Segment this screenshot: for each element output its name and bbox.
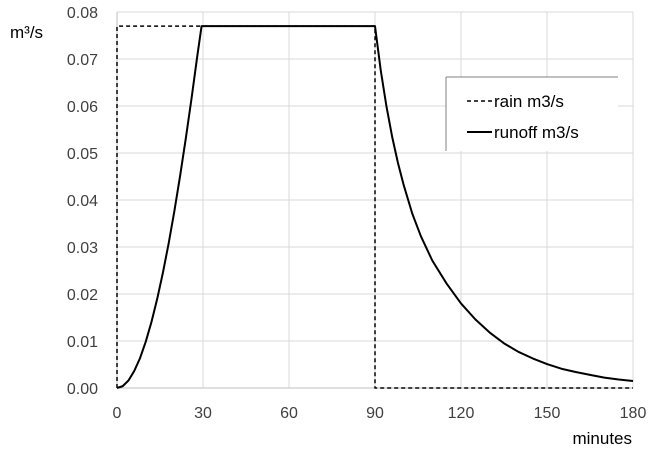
legend-label-runoff: runoff m3/s <box>494 123 579 142</box>
y-tick-label: 0.06 <box>67 99 98 116</box>
y-tick-label: 0.05 <box>67 146 98 163</box>
series-line-runoff <box>116 25 634 389</box>
y-tick-labels: 0.00 0.01 0.02 0.03 0.04 0.05 0.06 0.07 0.08 <box>67 5 98 398</box>
y-tick-label: 0.00 <box>67 381 98 398</box>
legend-box <box>446 77 618 151</box>
x-tick-label: 30 <box>194 405 212 422</box>
x-tick-label: 180 <box>620 405 647 422</box>
x-tick-label: 0 <box>113 405 122 422</box>
series-group <box>116 25 634 389</box>
y-tick-label: 0.08 <box>67 5 98 22</box>
x-tick-label: 120 <box>448 405 475 422</box>
legend-label-rain: rain m3/s <box>494 92 564 111</box>
y-tick-label: 0.07 <box>67 52 98 69</box>
y-tick-label: 0.02 <box>67 287 98 304</box>
y-tick-label: 0.01 <box>67 334 98 351</box>
y-tick-label: 0.04 <box>67 193 98 210</box>
x-tick-labels: 0 30 60 90 120 150 180 <box>113 405 647 422</box>
x-axis-label: minutes <box>572 429 632 448</box>
y-axis-label: m³/s <box>10 23 43 42</box>
x-tick-label: 90 <box>366 405 384 422</box>
legend: rain m3/s runoff m3/s <box>445 76 618 151</box>
y-tick-label: 0.03 <box>67 240 98 257</box>
x-tick-label: 150 <box>534 405 561 422</box>
x-tick-label: 60 <box>280 405 298 422</box>
